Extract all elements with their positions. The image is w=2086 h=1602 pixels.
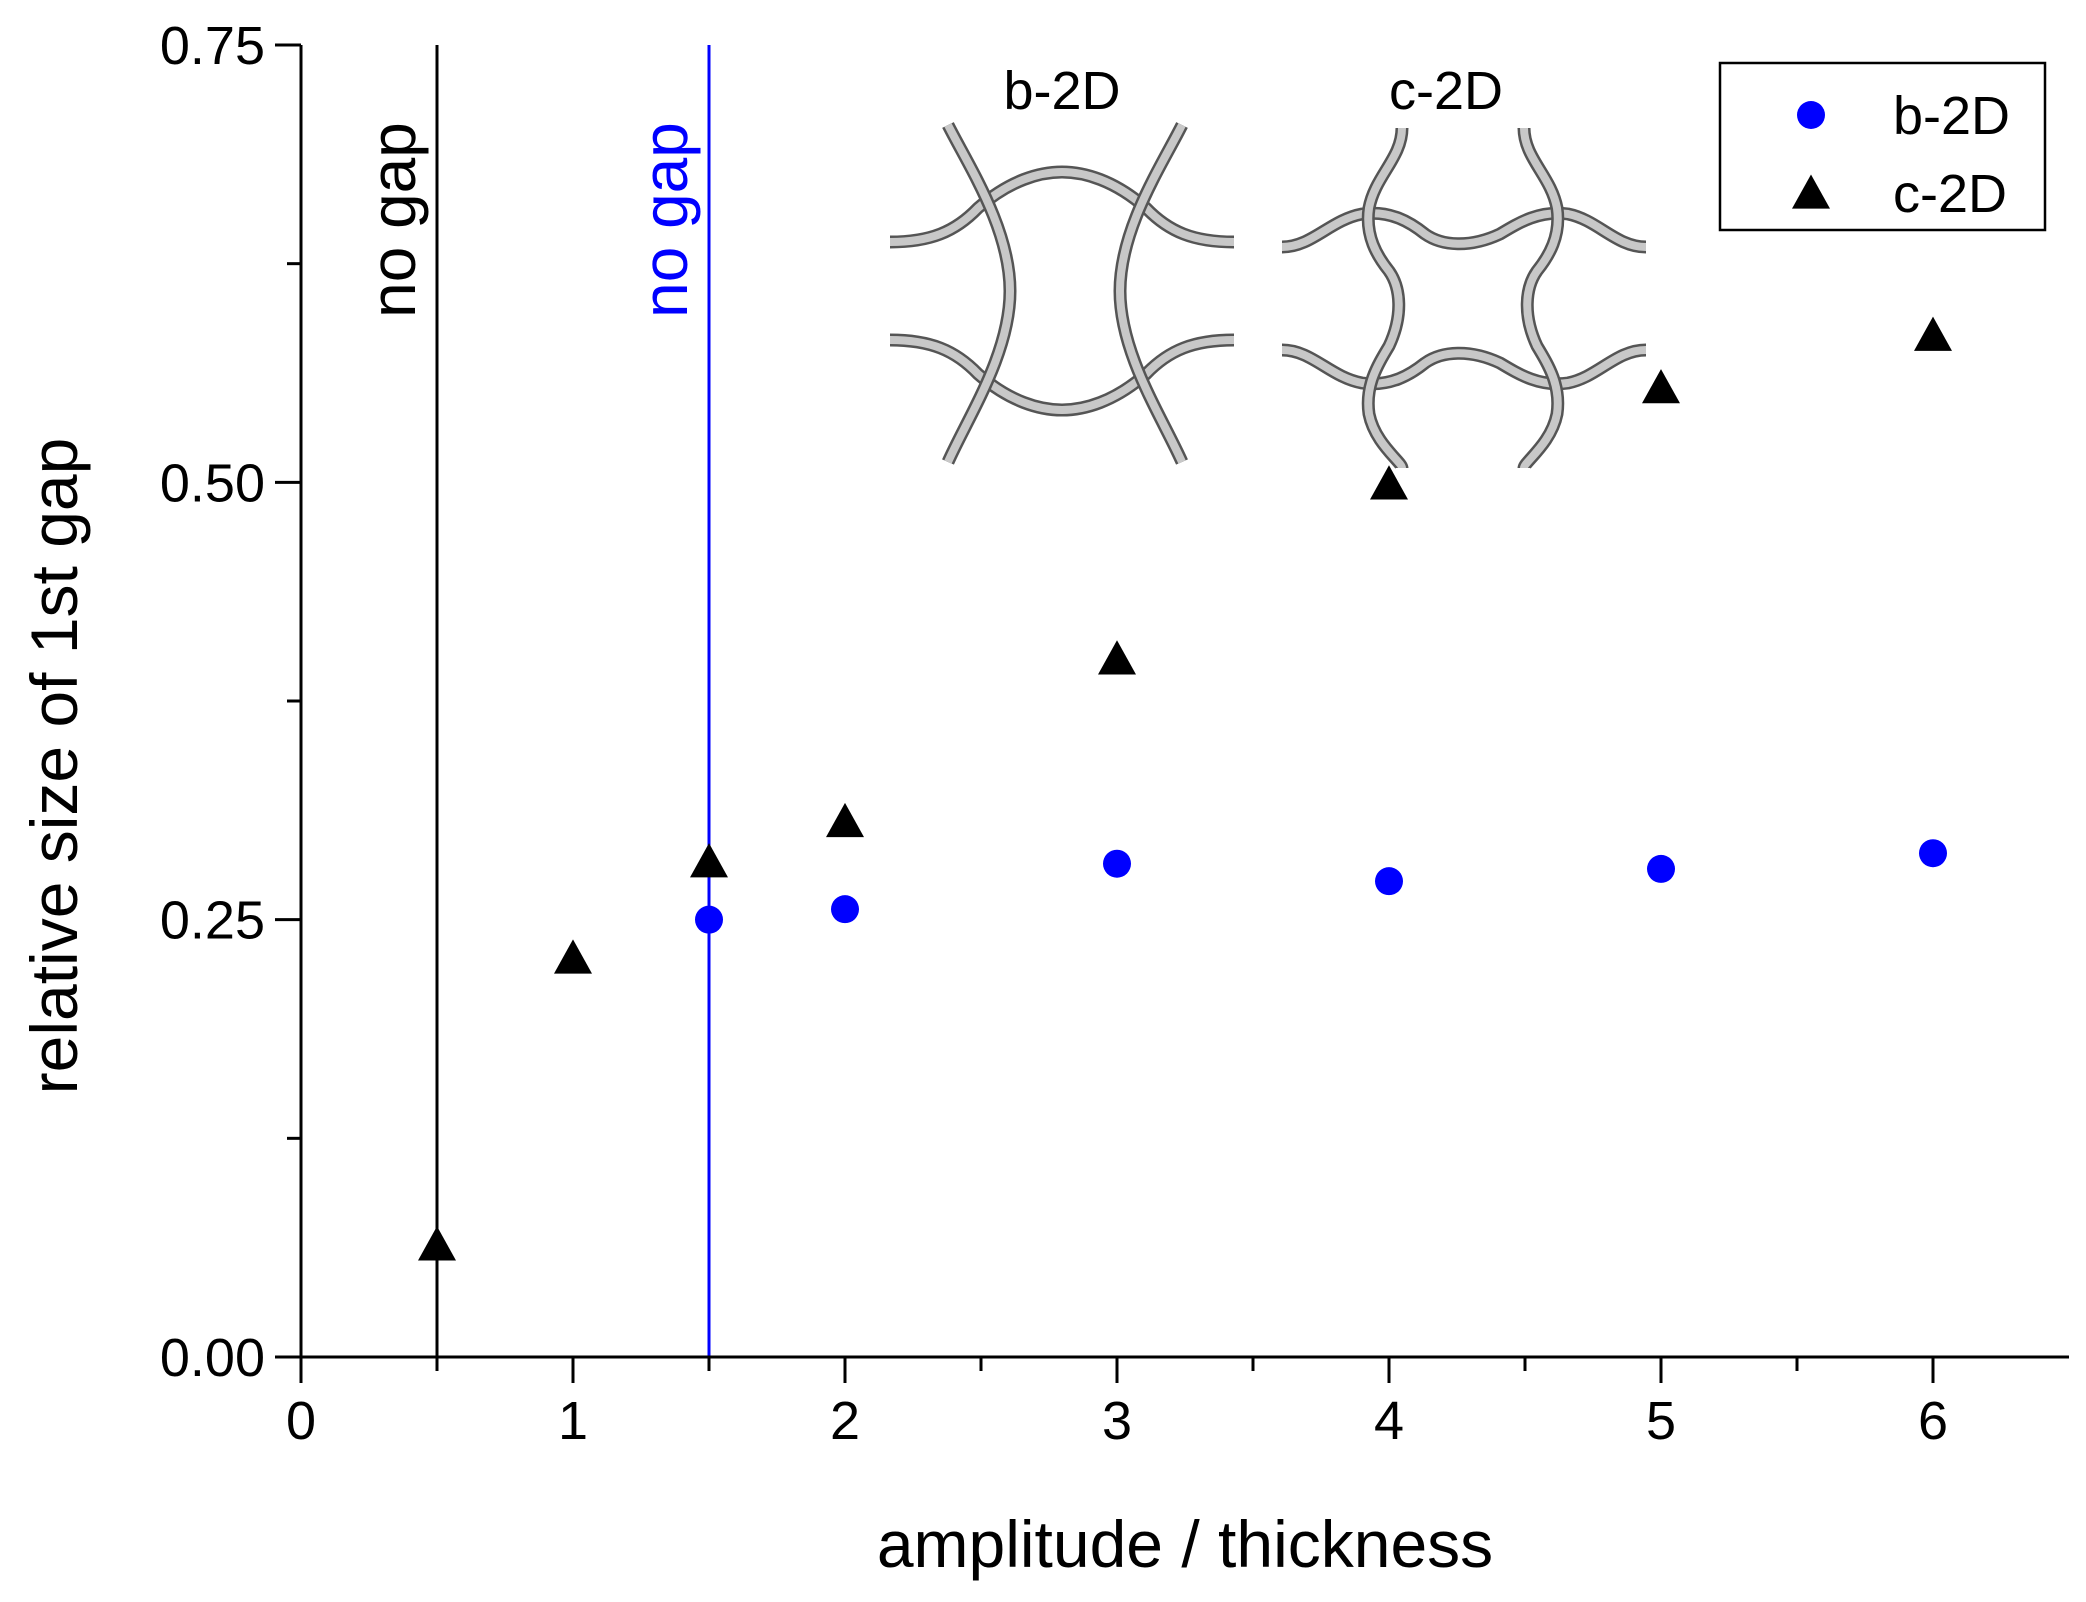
x-tick-label: 2 <box>830 1391 860 1451</box>
no-gap-label-1: no gap <box>357 122 429 318</box>
data-points <box>418 316 1952 1261</box>
x-axis-title: amplitude / thickness <box>877 1507 1493 1581</box>
b-2d-strut-2 <box>889 336 1235 414</box>
point-c-2D-0 <box>418 1226 456 1261</box>
b-2d-strut-3 <box>944 123 1014 464</box>
point-c-2D-7 <box>1914 316 1952 351</box>
point-c-2D-6 <box>1642 369 1680 404</box>
inset-label-b-2d: b-2D <box>1003 61 1120 121</box>
inset-c-2d: c-2D <box>1281 61 1647 471</box>
legend: b-2D c-2D <box>1718 61 2047 232</box>
y-tick-label: 0.00 <box>160 1328 265 1388</box>
point-b-2D-5 <box>1919 839 1947 868</box>
no-gap-label-2: no gap <box>629 122 701 318</box>
point-b-2D-0 <box>695 905 723 934</box>
point-c-2D-5 <box>1370 465 1408 500</box>
point-b-2D-2 <box>1103 849 1131 878</box>
x-tick-label: 0 <box>286 1391 316 1451</box>
c-2d-strut-2 <box>1281 346 1647 388</box>
point-c-2D-3 <box>826 802 864 838</box>
inset-b-2d: b-2D <box>889 61 1235 465</box>
point-b-2D-3 <box>1375 867 1403 896</box>
point-c-2D-2 <box>690 843 728 878</box>
x-tick-label: 5 <box>1646 1391 1676 1451</box>
b-2d-strut-4 <box>1116 123 1186 464</box>
y-tick-label: 0.50 <box>160 453 265 513</box>
no-gap-lines: no gap no gap <box>357 45 711 1357</box>
inset-label-c-2d: c-2D <box>1389 61 1503 121</box>
y-axis-title: relative size of 1st gap <box>17 438 91 1095</box>
c-2d-strut-3 <box>1364 127 1406 470</box>
legend-label-b-2D: b-2D <box>1893 86 2010 146</box>
c-2d-strut-1 <box>1281 209 1647 251</box>
x-tick-label: 3 <box>1102 1391 1132 1451</box>
point-c-2D-4 <box>1098 640 1136 675</box>
c-2d-strut-4 <box>1520 127 1562 470</box>
legend-marker-c-2D <box>1792 174 1830 209</box>
x-tick-label: 1 <box>558 1391 588 1451</box>
inset-structures: b-2D c-2D <box>889 61 1647 471</box>
axes: 0 1 2 3 4 5 6 0.00 0.25 0.50 0.75 <box>160 16 2069 1451</box>
point-c-2D-1 <box>554 939 592 974</box>
b-2d-strut-1 <box>889 168 1235 246</box>
legend-marker-b-2D <box>1797 101 1825 129</box>
y-tick-label: 0.25 <box>160 891 265 951</box>
point-b-2D-1 <box>831 895 859 924</box>
y-tick-label: 0.75 <box>160 16 265 76</box>
x-tick-label: 4 <box>1374 1391 1404 1451</box>
legend-box <box>1718 61 2047 232</box>
point-b-2D-4 <box>1647 854 1675 883</box>
legend-label-c-2D: c-2D <box>1893 164 2007 224</box>
x-tick-label: 6 <box>1918 1391 1948 1451</box>
